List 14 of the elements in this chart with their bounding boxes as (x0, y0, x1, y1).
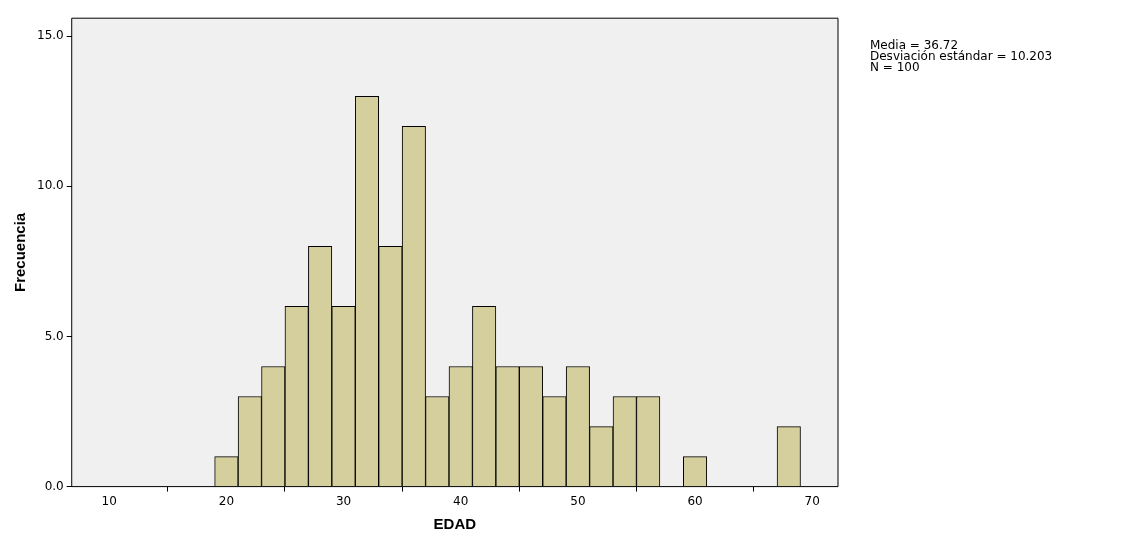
text: N = 100 (870, 60, 920, 75)
x-tick-label: 10 (101, 493, 117, 508)
y-tick-label: 10.0 (37, 178, 64, 193)
x-tick-label: 40 (453, 493, 469, 508)
x-tick-label: 50 (570, 493, 586, 508)
y-tick-label: 15.0 (37, 28, 64, 43)
y-tick-label: 0.0 (44, 478, 64, 493)
y-tick-label: 5.0 (44, 328, 64, 343)
x-tick-label: 30 (335, 493, 352, 508)
x-tick-label: 60 (687, 493, 703, 508)
x-tick-label: 20 (218, 493, 235, 508)
x-axis-title: EDAD (433, 515, 477, 533)
x-tick-label: 70 (804, 493, 820, 508)
y-axis-title: Frecuencia (11, 212, 29, 293)
